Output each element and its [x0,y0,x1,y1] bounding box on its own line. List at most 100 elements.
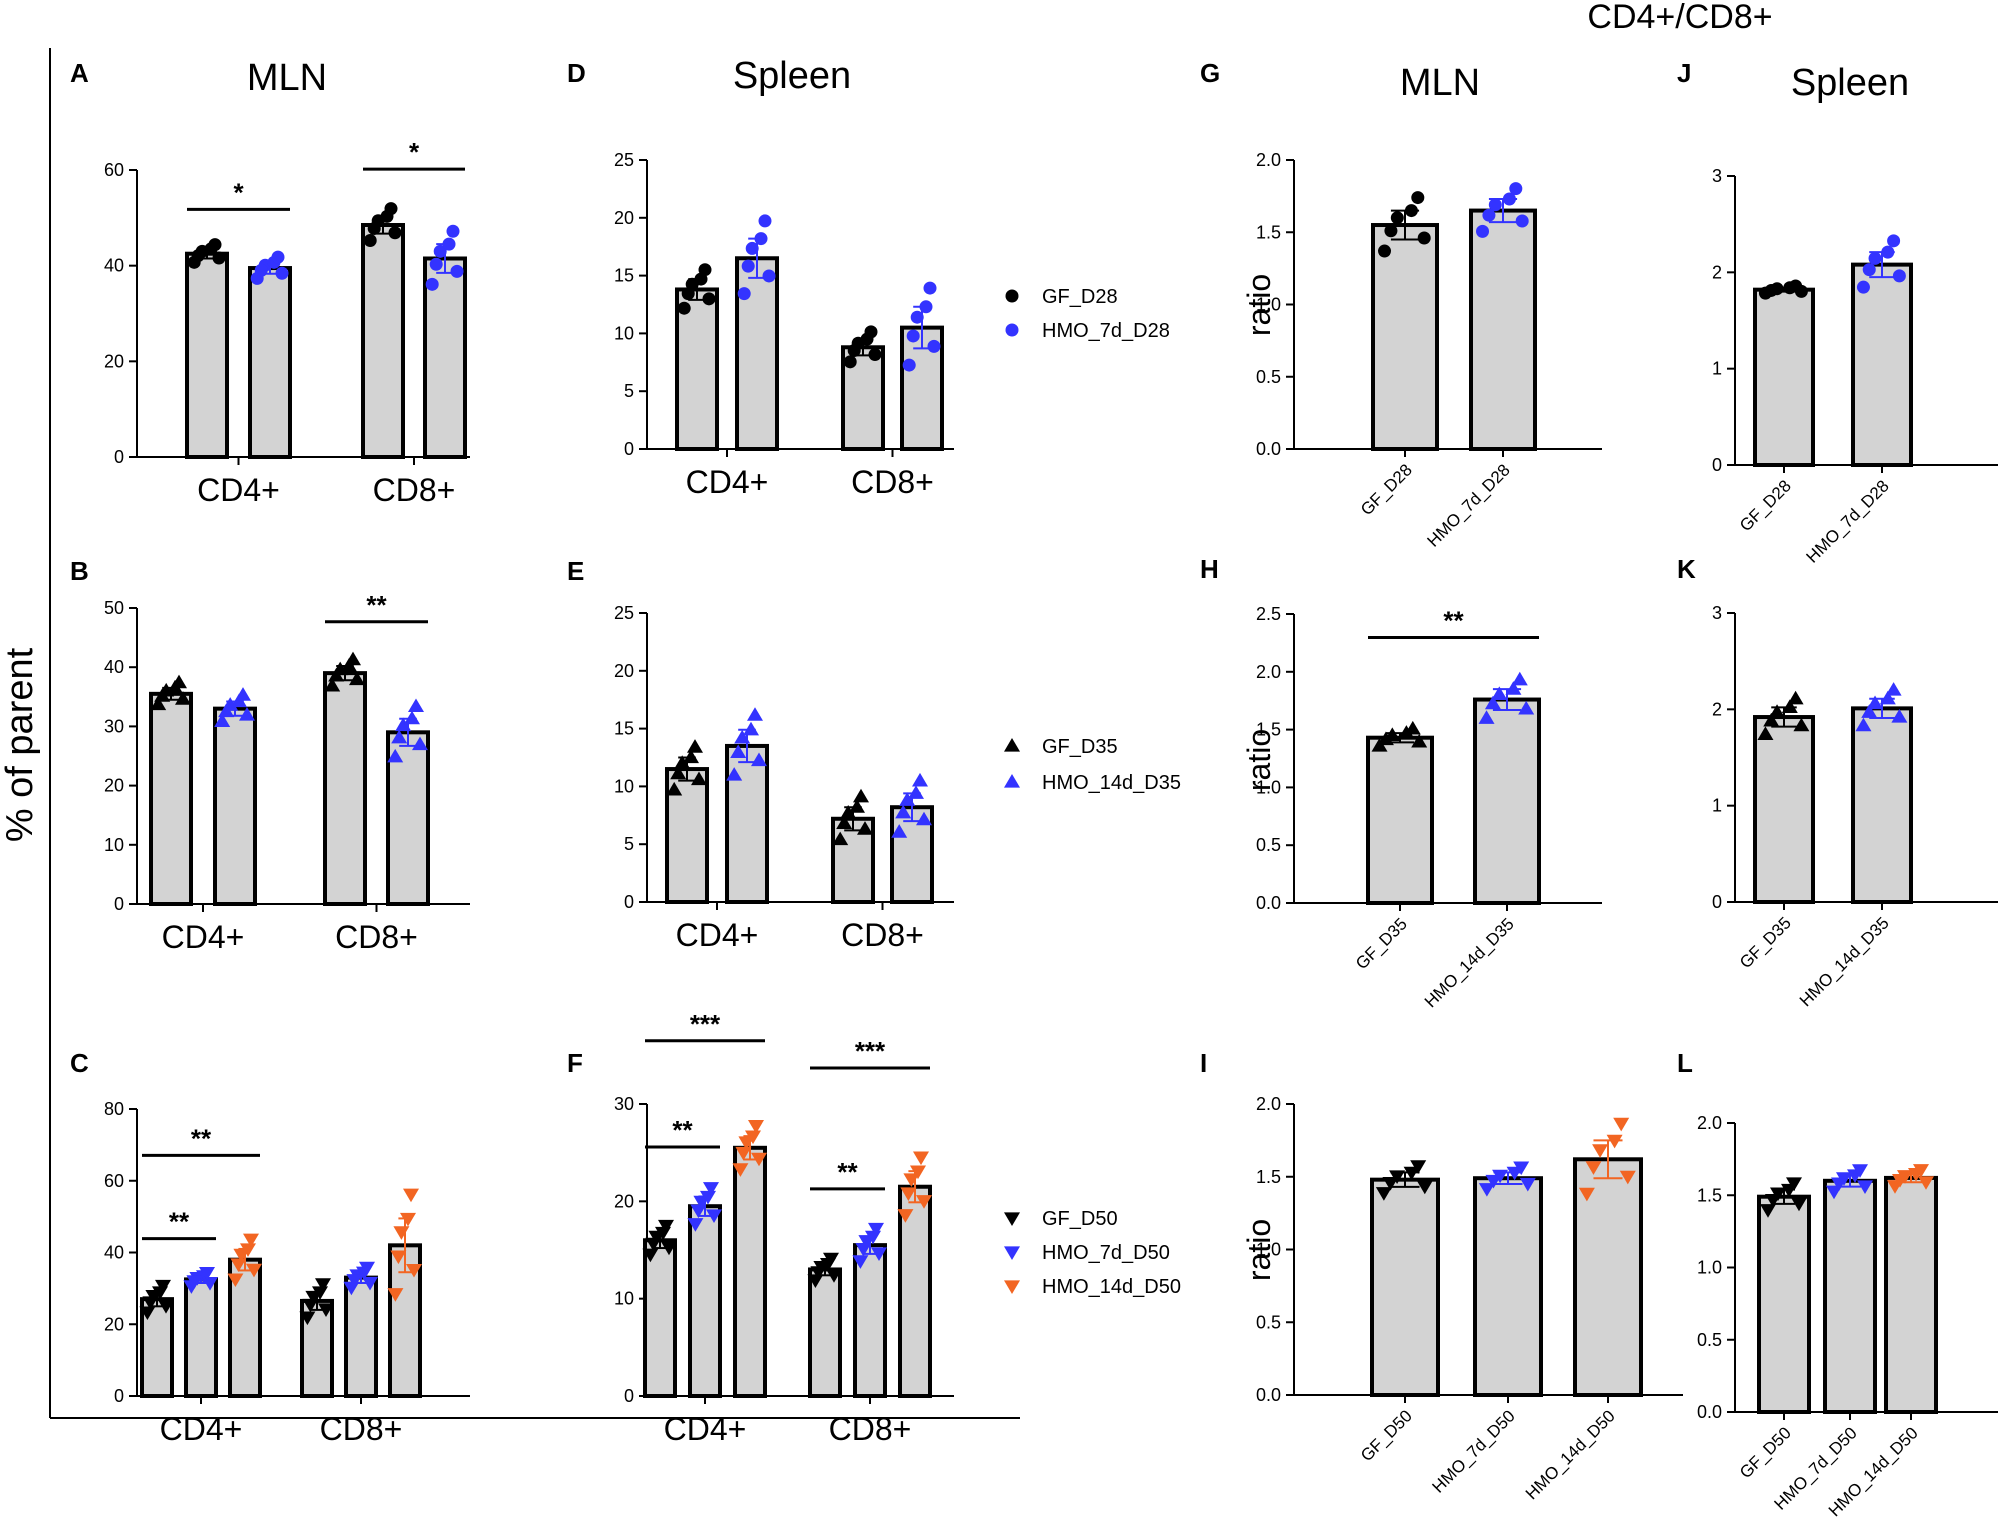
data-point [903,1173,920,1187]
significance-label: ** [169,1207,190,1237]
panel-letter: B [70,556,89,586]
data-point [1378,244,1392,258]
y-tick-label: 10 [104,835,124,855]
y-tick-label: 0 [624,892,634,912]
data-point [1760,1204,1776,1218]
significance-label: *** [855,1036,886,1066]
data-point [762,269,776,283]
data-point [1518,700,1535,715]
data-point [681,287,695,301]
data-point [810,1266,827,1280]
data-point [1404,204,1418,218]
data-point [913,1151,929,1166]
data-point [214,713,231,728]
bar [1823,1178,1877,1415]
data-point [919,300,933,314]
data-point [1491,686,1508,700]
data-point [1891,709,1908,723]
panel-L: L0.00.51.01.52.0GF_D50HMO_7d_D50HMO_14d_… [1677,1048,1998,1520]
figure-y-label: % of parent [0,647,41,842]
y-tick-label: 0.0 [1256,1385,1281,1405]
significance-label: ** [366,590,387,620]
legend-2: GF_D50 HMO_7d_D50 HMO_14d_D50 [1004,1208,1181,1298]
y-tick-label: 2.0 [1256,150,1281,170]
data-point [683,749,699,764]
bar [1469,208,1537,451]
data-point [666,781,683,796]
data-point [906,329,920,343]
data-point [450,264,464,278]
data-point [171,674,187,689]
data-point [751,1152,767,1167]
data-point [1390,211,1404,225]
data-point [868,1222,884,1237]
data-point [698,263,712,277]
data-point [393,1226,410,1240]
data-point [1384,224,1398,238]
data-point [254,263,268,277]
y-tick-label: 30 [104,716,124,736]
data-point [735,1146,752,1161]
panel-D: D Spleen 0 5 10 15 20 25 CD4+ CD8+ [567,55,954,500]
data-point [212,251,226,265]
y-tick-label: 3 [1712,166,1722,186]
data-point [1763,712,1780,727]
data-point [857,821,873,835]
data-point [1861,704,1878,718]
panel-letter: A [70,58,89,88]
data-point [1757,726,1774,740]
data-point [154,688,171,702]
bar [1473,1176,1543,1397]
bar [1884,1175,1938,1415]
panel-K: K 0 1 2 3 GF_D35 HMO_14d_D35 [1677,554,1998,1010]
y-tick-label: 40 [104,256,124,276]
panel-letter: L [1677,1048,1693,1078]
x-tick-label: HMO_7d_D50 [1429,1406,1519,1496]
data-point [1505,681,1522,695]
data-point [367,221,381,235]
panel-A: A MLN 0 20 40 60 CD4+ CD8+ * * [70,57,470,508]
legend-label: GF_D50 [1042,1208,1118,1230]
data-point [328,667,345,682]
y-axis-label: ratio [1241,729,1277,791]
bar [323,671,367,906]
data-point [1913,1164,1929,1178]
data-point [446,224,460,238]
data-point [275,266,289,280]
panel-E: E 0 5 10 15 20 25 CD4+ CD8+ [567,556,954,953]
data-point [1787,690,1804,705]
legend-label: HMO_14d_D50 [1042,1276,1181,1298]
data-point [1887,234,1901,248]
data-point [1857,1180,1873,1195]
data-point [702,292,716,306]
data-point [927,339,941,353]
data-point [199,1266,215,1281]
data-point [912,772,928,787]
data-point [218,703,235,718]
panel-B: B 0 10 20 30 40 50 CD4+ CD8+ ** [70,556,470,955]
data-point [1488,198,1502,212]
panel-letter: G [1200,58,1220,88]
y-tick-label: 1 [1712,796,1722,816]
data-point [425,277,439,291]
data-point [363,234,377,248]
y-tick-label: 1.0 [1256,295,1281,315]
x-tick-label: HMO_14d_D50 [1522,1406,1619,1503]
data-point [645,1237,662,1252]
data-point [142,1296,159,1311]
bar [213,706,257,907]
data-point [1786,1177,1802,1191]
bar [1473,697,1541,905]
data-point [840,804,857,819]
data-point [246,1263,262,1278]
y-tick-label: 0.5 [1256,1312,1281,1332]
panel-title: Spleen [1791,62,1909,104]
data-point [1769,704,1786,718]
significance-label: * [409,137,420,167]
bar [423,256,467,459]
data-point [155,1279,171,1294]
y-tick-label: 20 [614,1191,634,1211]
data-point [703,1182,719,1196]
